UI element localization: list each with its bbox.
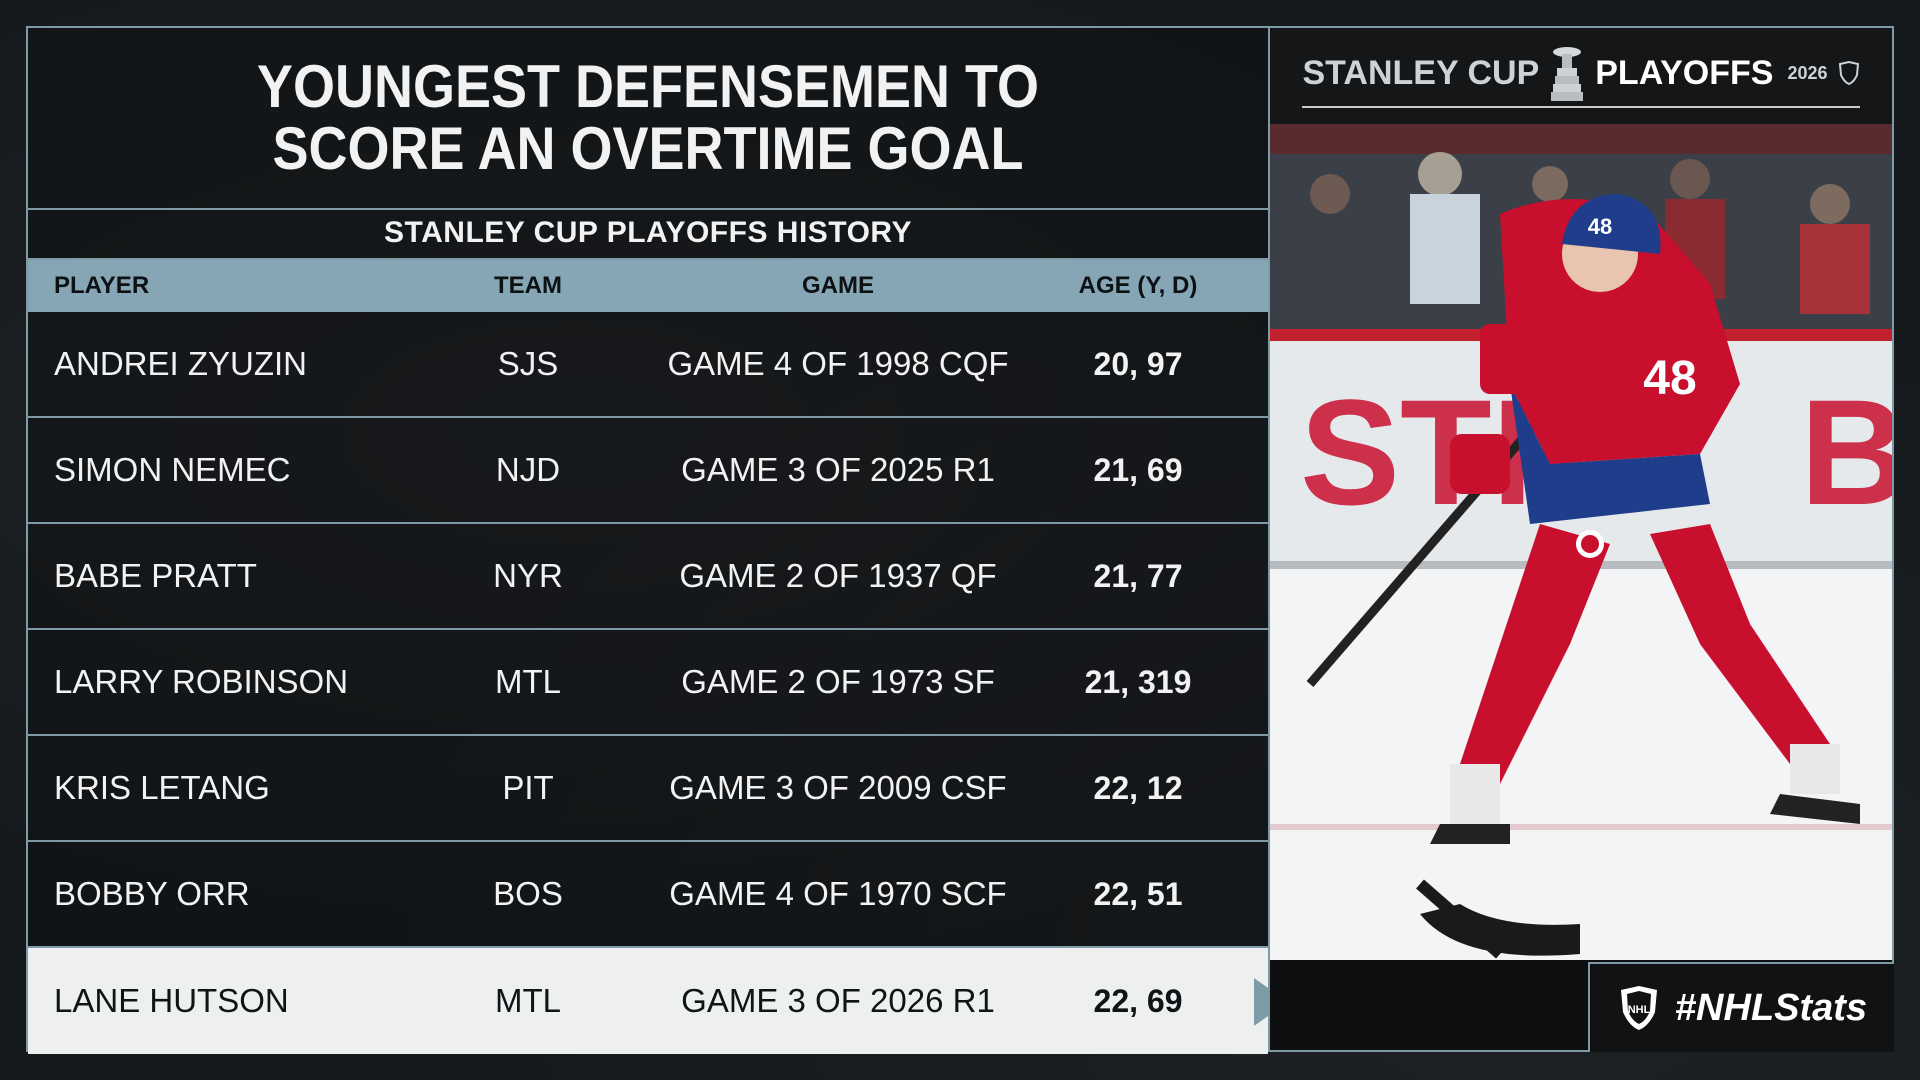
table-row: BABE PRATT NYR GAME 2 OF 1937 QF 21, 77 xyxy=(28,524,1268,630)
team-code: BOS xyxy=(493,875,563,912)
age-value: 20, 97 xyxy=(1093,345,1183,382)
age-value: 22, 12 xyxy=(1093,769,1183,806)
svg-text:NHL: NHL xyxy=(1628,1004,1651,1016)
jersey-number: 48 xyxy=(1588,214,1612,239)
game-info: GAME 2 OF 1937 QF xyxy=(679,557,997,594)
photo-panel: STANLEY CUP PLAYOFFS 2026 xyxy=(1268,26,1894,1052)
player-name: KRIS LETANG xyxy=(54,769,270,806)
age-value: 22, 69 xyxy=(1093,982,1183,1019)
table-row: ANDREI ZYUZIN SJS GAME 4 OF 1998 CQF 20,… xyxy=(28,312,1268,418)
team-code: MTL xyxy=(495,982,561,1019)
table-row: LARRY ROBINSON MTL GAME 2 OF 1973 SF 21,… xyxy=(28,630,1268,736)
brand-left-text: STANLEY CUP xyxy=(1302,53,1540,92)
stats-table-panel: YOUNGEST DEFENSEMEN TO SCORE AN OVERTIME… xyxy=(26,26,1270,1054)
game-info: GAME 3 OF 2009 CSF xyxy=(669,769,1007,806)
player-name: LARRY ROBINSON xyxy=(54,663,349,700)
team-code: NJD xyxy=(495,451,561,488)
game-info: GAME 4 OF 1998 CQF xyxy=(667,345,1009,382)
header-team: TEAM xyxy=(494,272,562,299)
age-value: 21, 319 xyxy=(1084,663,1192,700)
player-photo: STR BI 48 48 xyxy=(1270,124,1892,960)
brand-year: 2026 xyxy=(1787,62,1828,83)
table-body: ANDREI ZYUZIN SJS GAME 4 OF 1998 CQF 20,… xyxy=(28,312,1268,1054)
age-value: 21, 69 xyxy=(1093,451,1183,488)
team-code: NYR xyxy=(493,557,563,594)
table-header: PLAYER TEAM GAME AGE (Y, D) xyxy=(28,260,1268,312)
team-code: SJS xyxy=(497,345,559,382)
header-age: AGE (Y, D) xyxy=(1078,272,1198,299)
svg-text:BI: BI xyxy=(1800,368,1892,536)
game-info: GAME 2 OF 1973 SF xyxy=(681,663,995,700)
table-row: KRIS LETANG PIT GAME 3 OF 2009 CSF 22, 1… xyxy=(28,736,1268,842)
header-game: GAME xyxy=(802,272,874,299)
title-block: YOUNGEST DEFENSEMEN TO SCORE AN OVERTIME… xyxy=(28,28,1268,210)
player-name: SIMON NEMEC xyxy=(54,451,291,488)
hashtag-text: #NHLStats xyxy=(1674,986,1868,1029)
hashtag-badge: NHL #NHLStats xyxy=(1588,962,1894,1052)
stanley-cup-playoffs-logo: STANLEY CUP PLAYOFFS 2026 xyxy=(1270,28,1892,124)
hockey-player-illustration: STR BI 48 48 xyxy=(1270,124,1892,960)
nhl-shield-icon: NHL xyxy=(1620,986,1657,1030)
brand-right-text: PLAYOFFS xyxy=(1595,53,1774,92)
player-name: BABE PRATT xyxy=(54,557,257,594)
age-value: 21, 77 xyxy=(1093,557,1183,594)
stanley-cup-icon xyxy=(1551,47,1584,101)
game-info: GAME 3 OF 2025 R1 xyxy=(681,451,995,488)
nhl-shield-icon xyxy=(1838,61,1859,85)
age-value: 22, 51 xyxy=(1093,875,1183,912)
header-player: PLAYER xyxy=(54,272,150,299)
subtitle: STANLEY CUP PLAYOFFS HISTORY xyxy=(28,208,1268,260)
player-name: LANE HUTSON xyxy=(54,982,289,1019)
player-name: ANDREI ZYUZIN xyxy=(54,345,308,382)
table-row: BOBBY ORR BOS GAME 4 OF 1970 SCF 22, 51 xyxy=(28,842,1268,948)
team-code: PIT xyxy=(502,769,554,806)
team-code: MTL xyxy=(495,663,561,700)
table-row-highlighted: LANE HUTSON MTL GAME 3 OF 2026 R1 22, 69 xyxy=(28,948,1268,1054)
table-row: SIMON NEMEC NJD GAME 3 OF 2025 R1 21, 69 xyxy=(28,418,1268,524)
player-name: BOBBY ORR xyxy=(54,875,250,912)
jersey-number-back: 48 xyxy=(1643,352,1696,405)
page-title: YOUNGEST DEFENSEMEN TO SCORE AN OVERTIME… xyxy=(256,53,1040,182)
game-info: GAME 3 OF 2026 R1 xyxy=(681,982,995,1019)
game-info: GAME 4 OF 1970 SCF xyxy=(669,875,1007,912)
